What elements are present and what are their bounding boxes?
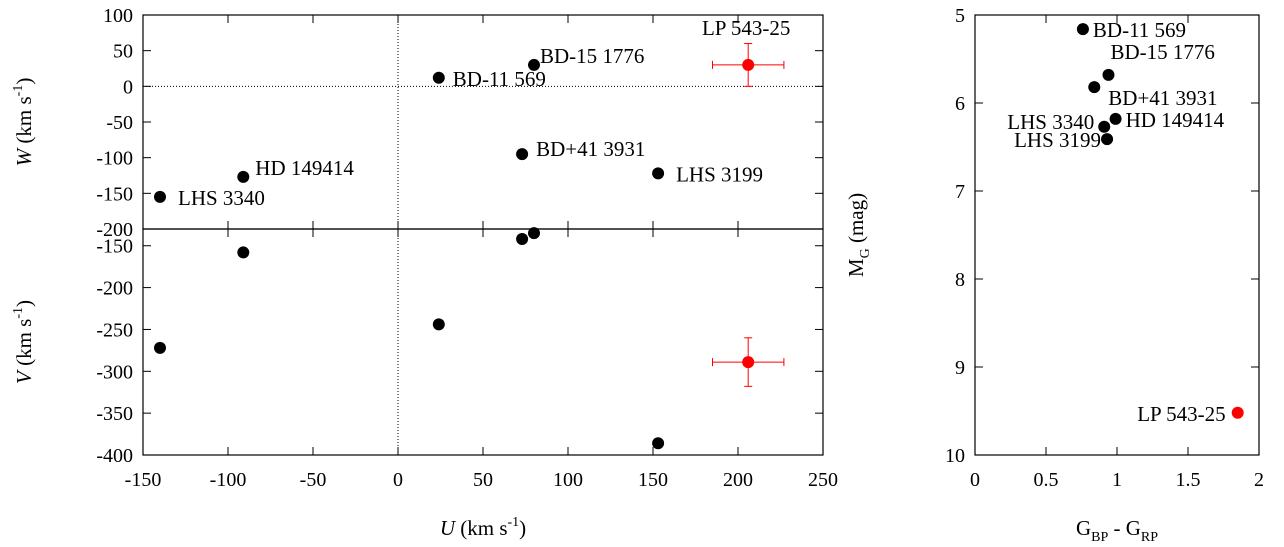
panel-uv: -400 -350 -300 -250 -200 -150 -150 -100 -50 0 50 10… xyxy=(96,227,838,491)
data-point xyxy=(516,233,529,246)
y-tick-label: -200 xyxy=(96,278,133,300)
x-tick-label: 150 xyxy=(638,469,668,491)
y-tick-label: 10 xyxy=(945,445,965,467)
y-tick-label: -350 xyxy=(96,403,133,425)
data-point-lhs-3199 xyxy=(652,167,665,180)
data-point xyxy=(154,341,166,354)
data-point-bd-15-1776 xyxy=(1102,68,1115,81)
x-tick-label: 100 xyxy=(553,469,583,491)
y-tick-label: 5 xyxy=(955,5,965,27)
y-tick-label: 7 xyxy=(955,181,965,203)
point-label: BD+41 3931 xyxy=(1108,86,1217,110)
y-tick-label: -400 xyxy=(96,445,133,467)
data-point-bd-15-1776 xyxy=(528,58,540,71)
data-point-bd-41-3931 xyxy=(1088,81,1101,94)
point-label: HD 149414 xyxy=(1126,108,1225,132)
y-tick-label: -100 xyxy=(96,148,133,170)
point-label: LHS 3340 xyxy=(178,186,265,210)
data-point-lp-543-25 xyxy=(742,58,755,71)
x-tick-label: -50 xyxy=(300,469,327,491)
point-label: LHS 3340 xyxy=(1007,110,1094,134)
y-tick-label: -200 xyxy=(96,219,133,241)
y-tick-label: 0 xyxy=(123,76,133,98)
data-point-bd-11-569 xyxy=(1076,23,1089,36)
x-axis-label: GBP - GRP xyxy=(1076,516,1158,545)
x-tick-label: 250 xyxy=(808,469,838,491)
point-label: BD-11 569 xyxy=(453,67,546,91)
point-label: LHS 3199 xyxy=(676,162,763,186)
data-point-lhs-3340 xyxy=(1098,120,1111,133)
data-point xyxy=(652,437,665,450)
plot-frame xyxy=(142,228,824,456)
y-axis-label: MG (mag) xyxy=(844,193,873,277)
point-label: BD-15 1776 xyxy=(540,44,644,68)
panel-uw: -200 -150 -100 -50 0 50 100 LHS 3340 HD 149414 BD… xyxy=(96,5,824,241)
x-tick-label: 0 xyxy=(393,469,403,491)
y-tick-label: -250 xyxy=(96,319,133,341)
data-point xyxy=(528,227,540,240)
point-label: BD-11 569 xyxy=(1093,18,1186,42)
data-point-lp-543-25 xyxy=(1231,406,1244,419)
y-axis-label: V (km s-1) xyxy=(11,300,36,384)
y-tick-label: 8 xyxy=(955,269,965,291)
x-tick-label: 0 xyxy=(970,469,980,491)
y-tick-label: -150 xyxy=(96,236,133,258)
point-label: BD-15 1776 xyxy=(1110,40,1214,64)
x-tick-label: -150 xyxy=(125,469,162,491)
y-tick-label: 6 xyxy=(955,93,965,115)
x-tick-label: 200 xyxy=(723,469,753,491)
y-tick-label: -300 xyxy=(96,361,133,383)
x-tick-label: 2 xyxy=(1254,469,1264,491)
x-tick-label: 1 xyxy=(1112,469,1122,491)
data-point-hd-149414 xyxy=(1109,112,1122,125)
point-label: LP 543-25 xyxy=(702,16,790,40)
x-tick-label: -100 xyxy=(210,469,247,491)
data-point-lhs-3340 xyxy=(154,190,166,203)
y-tick-label: 9 xyxy=(955,357,965,379)
y-tick-label: -50 xyxy=(106,112,133,134)
y-tick-label: 50 xyxy=(113,41,133,63)
plot-frame xyxy=(974,14,1260,456)
x-tick-label: 50 xyxy=(473,469,493,491)
x-tick-label: 1.5 xyxy=(1176,469,1201,491)
data-point-bd-11-569 xyxy=(432,71,445,84)
x-tick-label: 0.5 xyxy=(1034,469,1059,491)
data-point xyxy=(237,246,250,259)
data-point-bd-41-3931 xyxy=(516,148,529,161)
data-point-lhs-3199 xyxy=(1101,133,1114,146)
data-point xyxy=(742,356,755,369)
data-point-hd-149414 xyxy=(237,170,250,183)
y-tick-label: 100 xyxy=(103,5,133,27)
data-point xyxy=(432,318,445,331)
point-label: LHS 3199 xyxy=(1014,128,1101,152)
point-label: BD+41 3931 xyxy=(536,137,645,161)
point-label: LP 543-25 xyxy=(1137,402,1225,426)
y-axis-label: W (km s-1) xyxy=(11,78,36,167)
point-label: HD 149414 xyxy=(255,156,354,180)
x-axis-label: U (km s-1) xyxy=(440,515,526,540)
y-tick-label: -150 xyxy=(96,183,133,205)
